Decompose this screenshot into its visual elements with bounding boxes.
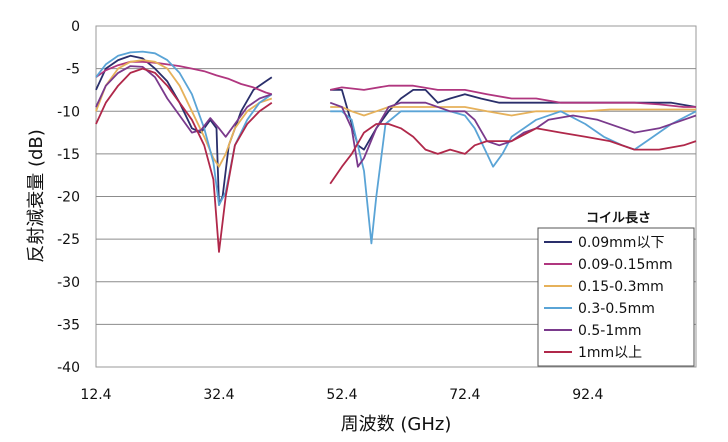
y-tick-label: -25 xyxy=(57,232,80,248)
series-line-3 xyxy=(330,106,696,117)
x-tick-label: 52.4 xyxy=(326,387,357,403)
x-tick-label: 32.4 xyxy=(203,387,234,403)
y-tick-label: -35 xyxy=(57,317,80,333)
series-group xyxy=(95,50,697,253)
x-tick-label: 72.4 xyxy=(449,387,480,403)
legend-title: コイル長さ xyxy=(586,211,651,226)
y-tick-label: 0 xyxy=(71,19,80,35)
y-tick-label: -10 xyxy=(57,104,80,120)
x-axis-title: 周波数 (GHz) xyxy=(341,414,452,435)
y-tick-label: -20 xyxy=(57,190,80,206)
y-tick-label: -30 xyxy=(57,275,80,291)
y-tick-labels: 0 -5 -10 -15 -20 -25 -30 -35 -40 xyxy=(57,19,80,376)
legend-label: 0.3-0.5mm xyxy=(578,301,655,317)
legend-label: 1mm以上 xyxy=(578,345,642,361)
series-line-1 xyxy=(95,54,273,206)
legend-label: 0.09mm以下 xyxy=(578,235,664,251)
legend-label: 0.15-0.3mm xyxy=(578,279,664,295)
y-tick-label: -15 xyxy=(57,147,80,163)
x-tick-labels: 12.4 32.4 52.4 72.4 92.4 xyxy=(80,387,603,403)
series-line-6 xyxy=(95,67,273,253)
y-axis-title: 反射減衰量 (dB) xyxy=(26,129,47,263)
series-line-3 xyxy=(95,59,273,168)
series-line-6 xyxy=(329,123,697,185)
series-line-2 xyxy=(330,84,696,108)
y-tick-label: -5 xyxy=(66,62,80,78)
series-line-2 xyxy=(95,60,273,96)
x-tick-label: 92.4 xyxy=(572,387,603,403)
x-tick-label: 12.4 xyxy=(80,387,111,403)
legend-box xyxy=(537,227,695,367)
legend-label: 0.5-1mm xyxy=(578,323,642,339)
legend: コイル長さ 0.09mm以下 0.09-0.15mm 0.15-0.3mm 0.3-0… xyxy=(537,211,695,367)
legend-label: 0.09-0.15mm xyxy=(578,257,673,273)
y-tick-label: -40 xyxy=(57,360,80,376)
series-line-5 xyxy=(95,65,273,138)
